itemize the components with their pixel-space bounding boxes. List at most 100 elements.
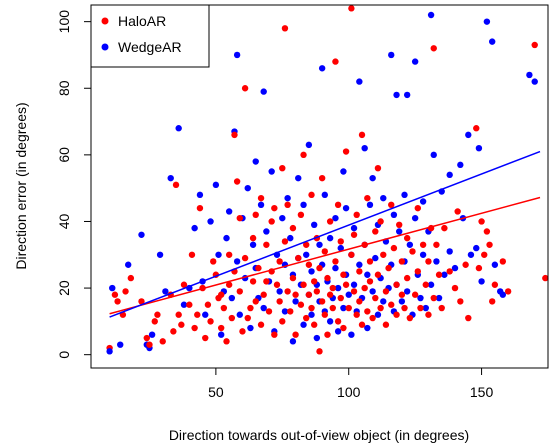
point-wedgear — [268, 168, 275, 175]
point-haloar — [217, 291, 225, 298]
point-wedgear — [223, 234, 230, 242]
point-wedgear — [334, 284, 342, 292]
point-wedgear — [321, 191, 329, 199]
point-haloar — [366, 258, 374, 265]
point-wedgear — [106, 348, 113, 355]
point-haloar — [249, 234, 257, 242]
point-wedgear — [207, 218, 214, 225]
point-haloar — [310, 278, 318, 285]
point-wedgear — [257, 201, 265, 209]
point-haloar — [419, 241, 427, 248]
point-wedgear — [361, 145, 368, 152]
point-haloar — [385, 264, 392, 272]
point-haloar — [425, 311, 432, 318]
point-haloar — [388, 301, 395, 308]
point-haloar — [252, 211, 259, 219]
point-wedgear — [313, 334, 321, 342]
point-wedgear — [491, 261, 499, 268]
point-wedgear — [441, 271, 448, 278]
point-wedgear — [303, 251, 310, 258]
point-wedgear — [236, 311, 243, 318]
point-haloar — [284, 201, 291, 209]
point-haloar — [297, 301, 305, 308]
point-haloar — [188, 251, 196, 258]
point-haloar — [233, 178, 241, 185]
point-haloar — [433, 241, 440, 248]
point-haloar — [372, 294, 379, 302]
point-haloar — [292, 291, 299, 298]
point-wedgear — [202, 311, 209, 318]
point-haloar — [361, 284, 368, 292]
point-wedgear — [465, 131, 472, 139]
point-wedgear — [348, 331, 355, 338]
point-wedgear — [350, 224, 358, 232]
point-wedgear — [340, 304, 347, 312]
point-haloar — [305, 291, 313, 298]
point-wedgear — [326, 234, 334, 242]
point-haloar — [271, 204, 278, 212]
point-haloar — [231, 131, 238, 139]
point-wedgear — [411, 214, 419, 222]
point-haloar — [435, 271, 443, 278]
point-wedgear — [364, 324, 371, 332]
point-wedgear — [390, 211, 398, 219]
point-haloar — [321, 248, 329, 255]
point-wedgear — [411, 58, 419, 65]
point-wedgear — [489, 38, 496, 45]
point-haloar — [390, 244, 398, 252]
point-wedgear — [305, 141, 313, 149]
point-haloar — [374, 271, 382, 278]
point-wedgear — [380, 298, 387, 305]
point-haloar — [454, 208, 461, 215]
point-haloar — [204, 301, 212, 308]
point-wedgear — [334, 328, 342, 335]
point-wedgear — [406, 241, 414, 248]
y-tick-label: 80 — [56, 80, 72, 96]
x-tick-label: 100 — [337, 384, 361, 400]
point-haloar — [396, 221, 403, 228]
legend-label-haloar: HaloAR — [118, 13, 166, 29]
point-wedgear — [427, 281, 435, 288]
point-haloar — [417, 304, 424, 312]
point-wedgear — [225, 208, 233, 215]
point-haloar — [329, 304, 336, 312]
point-haloar — [228, 314, 236, 322]
point-haloar — [284, 288, 291, 295]
point-haloar — [154, 311, 161, 318]
point-haloar — [499, 258, 507, 265]
point-wedgear — [138, 231, 145, 238]
y-tick-label: 20 — [56, 280, 72, 296]
point-haloar — [217, 324, 225, 332]
point-haloar — [353, 311, 360, 318]
point-haloar — [265, 308, 273, 315]
point-wedgear — [117, 341, 124, 348]
point-wedgear — [247, 324, 254, 332]
point-haloar — [236, 214, 243, 222]
point-wedgear — [393, 91, 400, 99]
point-wedgear — [531, 78, 538, 85]
point-wedgear — [435, 294, 443, 302]
point-haloar — [364, 308, 371, 315]
y-tick-label: 100 — [56, 10, 72, 34]
point-wedgear — [364, 271, 371, 278]
point-wedgear — [419, 251, 427, 258]
point-haloar — [438, 304, 445, 312]
point-haloar — [393, 311, 400, 318]
legend-marker-haloar — [101, 17, 109, 25]
point-wedgear — [217, 331, 225, 338]
point-haloar — [287, 308, 294, 315]
point-wedgear — [499, 291, 507, 298]
point-wedgear — [310, 221, 318, 228]
point-wedgear — [332, 214, 339, 222]
point-haloar — [481, 251, 488, 258]
y-tick-label: 0 — [56, 351, 72, 359]
point-haloar — [318, 298, 326, 305]
point-haloar — [324, 274, 331, 282]
point-wedgear — [457, 161, 464, 169]
point-haloar — [358, 131, 366, 139]
point-haloar — [337, 294, 344, 302]
point-wedgear — [372, 254, 379, 262]
point-haloar — [403, 274, 411, 282]
point-haloar — [289, 224, 297, 232]
point-haloar — [324, 331, 331, 338]
